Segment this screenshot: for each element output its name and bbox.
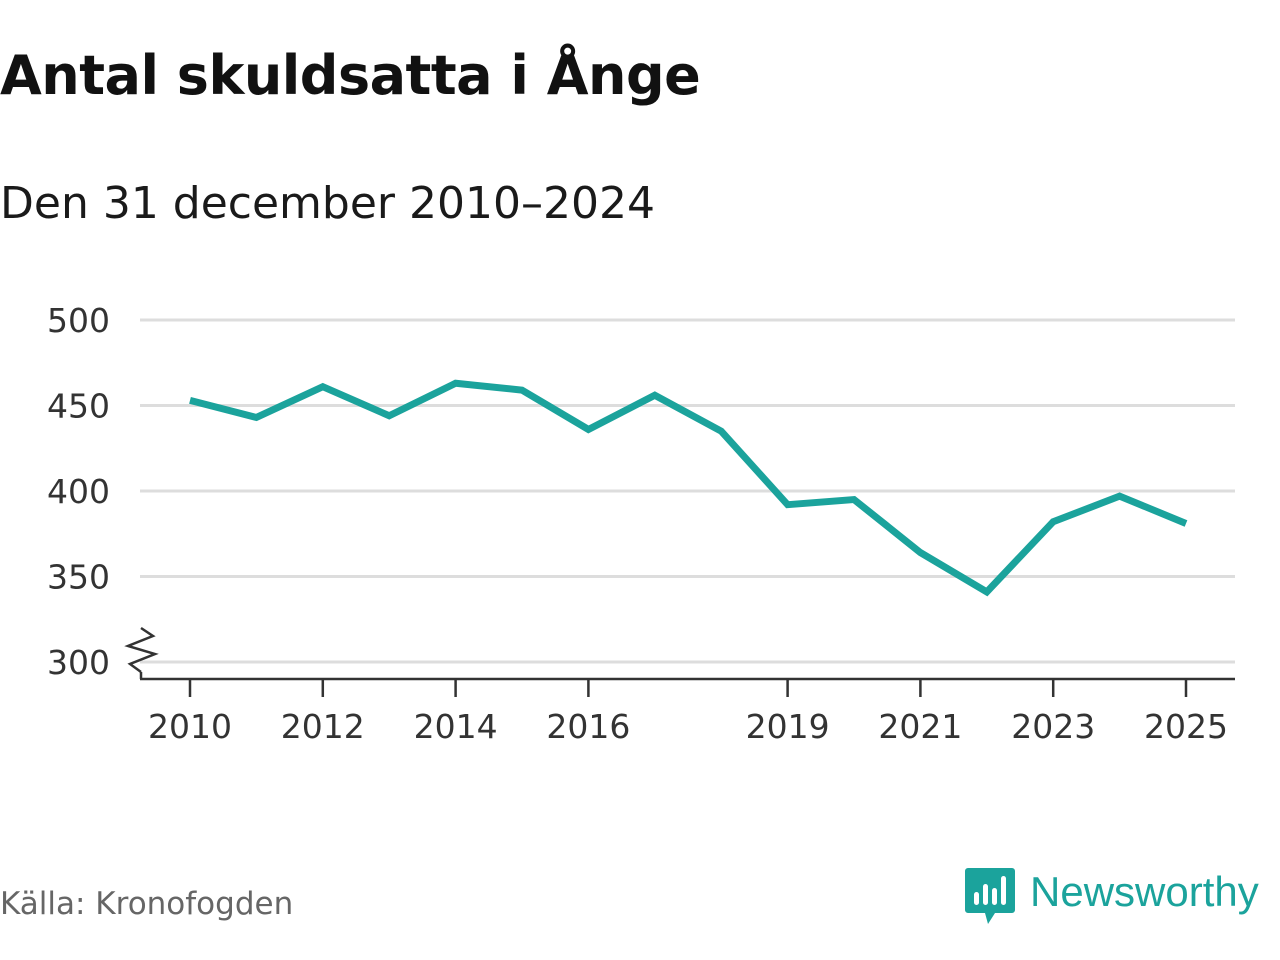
chart-subtitle: Den 31 december 2010–2024	[0, 178, 655, 229]
brand-logo: Newsworthy	[964, 864, 1259, 928]
y-axis-break-marker	[124, 626, 159, 674]
x-tick-label: 2025	[1144, 707, 1228, 746]
newsworthy-logo-icon	[965, 868, 1015, 924]
y-tick-label: 300	[47, 643, 110, 682]
y-tick-label: 350	[47, 558, 110, 597]
series-line	[189, 379, 1188, 597]
brand-name: Newsworthy	[1030, 868, 1259, 915]
y-tick-label: 450	[47, 387, 110, 426]
y-tick-label: 400	[47, 472, 110, 511]
x-tick-label: 2010	[148, 707, 232, 746]
x-tick-label: 2019	[746, 707, 830, 746]
x-tick-label: 2012	[281, 707, 365, 746]
x-tick-label: 2014	[414, 707, 498, 746]
x-tick-label: 2023	[1011, 707, 1095, 746]
x-tick-label: 2016	[546, 707, 630, 746]
chart-title: Antal skuldsatta i Ånge	[0, 44, 701, 107]
source-note: Källa: Kronofogden	[0, 886, 294, 922]
x-tick-label: 2021	[878, 707, 962, 746]
y-tick-label: 500	[47, 301, 110, 340]
